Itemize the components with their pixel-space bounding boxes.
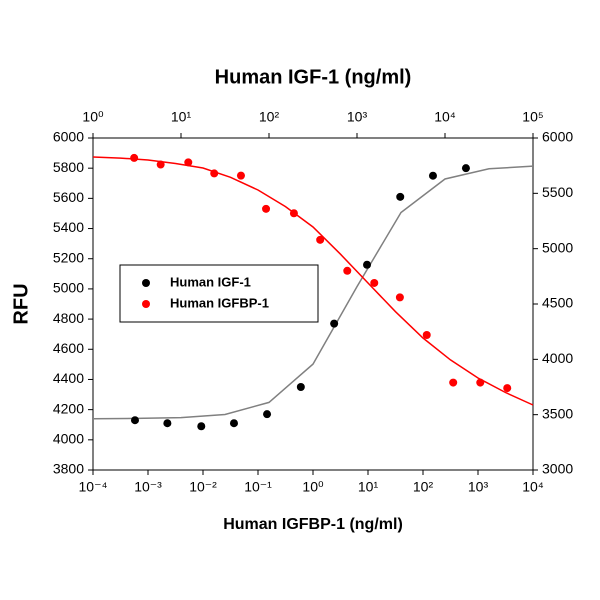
x2-tick-label: 10¹	[171, 109, 192, 125]
point	[262, 204, 271, 213]
point	[184, 158, 193, 167]
y-tick-label: 4200	[53, 400, 84, 416]
point	[316, 235, 325, 244]
point	[461, 164, 470, 173]
x-tick-label: 10³	[468, 479, 489, 495]
x2-tick-label: 10⁰	[82, 109, 104, 125]
point	[395, 293, 404, 302]
y-axis-title: RFU	[10, 283, 32, 324]
x-tick-label: 10⁰	[302, 479, 324, 495]
y2-tick-label: 4500	[542, 295, 573, 311]
point	[422, 330, 431, 339]
point	[363, 260, 372, 269]
point	[156, 160, 165, 169]
legend-label: Human IGFBP-1	[170, 295, 269, 310]
point	[396, 192, 405, 201]
point	[296, 383, 305, 391]
point	[130, 416, 139, 425]
y-tick-label: 4000	[53, 431, 84, 447]
y-tick-label: 4800	[53, 310, 84, 326]
x2-tick-label: 10⁴	[434, 109, 456, 125]
point	[343, 266, 352, 275]
y-tick-label: 4400	[53, 370, 84, 386]
y2-tick-label: 5500	[542, 184, 573, 200]
bottom-axis-title: Human IGFBP-1 (ng/ml)	[223, 516, 403, 533]
point	[330, 319, 339, 328]
x2-tick-label: 10²	[259, 109, 280, 125]
x-tick-label: 10⁴	[522, 479, 544, 495]
y-tick-label: 6000	[53, 129, 84, 145]
y2-tick-label: 3500	[542, 405, 573, 421]
fit-curve	[92, 156, 534, 406]
x2-tick-label: 10⁵	[522, 109, 543, 125]
x-tick-label: 10⁻⁴	[79, 479, 108, 495]
point	[370, 278, 379, 287]
point	[163, 419, 172, 428]
x-tick-label: 10²	[413, 479, 434, 495]
point	[197, 422, 206, 431]
y-tick-label: 5000	[53, 280, 84, 296]
point	[229, 419, 238, 428]
point	[236, 171, 245, 180]
y-tick-label: 4600	[53, 340, 84, 356]
x-tick-label: 10¹	[358, 479, 379, 495]
fit-curve	[92, 165, 534, 420]
legend-marker	[142, 279, 150, 287]
point	[130, 153, 139, 162]
point	[476, 378, 485, 387]
y-tick-label: 5200	[53, 249, 84, 265]
top-axis-title: Human IGF-1 (ng/ml)	[215, 66, 412, 88]
legend-box	[119, 264, 319, 323]
x-tick-label: 10⁻³	[134, 479, 162, 495]
y-tick-label: 5800	[53, 159, 84, 175]
x-tick-label: 10⁻²	[189, 479, 217, 495]
x2-tick-label: 10³	[347, 109, 368, 125]
x-tick-label: 10⁻¹	[244, 479, 272, 495]
point	[263, 410, 272, 419]
y2-tick-label: 3000	[542, 461, 573, 477]
point	[449, 378, 458, 387]
point	[503, 384, 512, 393]
point	[289, 209, 298, 218]
y2-tick-label: 4000	[542, 350, 573, 366]
y2-tick-label: 6000	[542, 129, 573, 145]
y-tick-label: 5600	[53, 189, 84, 205]
legend-marker	[142, 300, 150, 308]
y-tick-label: 3800	[53, 461, 84, 477]
y-tick-label: 5400	[53, 219, 84, 235]
point	[428, 171, 437, 180]
point	[210, 169, 219, 178]
legend-label: Human IGF-1	[170, 274, 251, 289]
y2-tick-label: 5000	[542, 239, 573, 255]
